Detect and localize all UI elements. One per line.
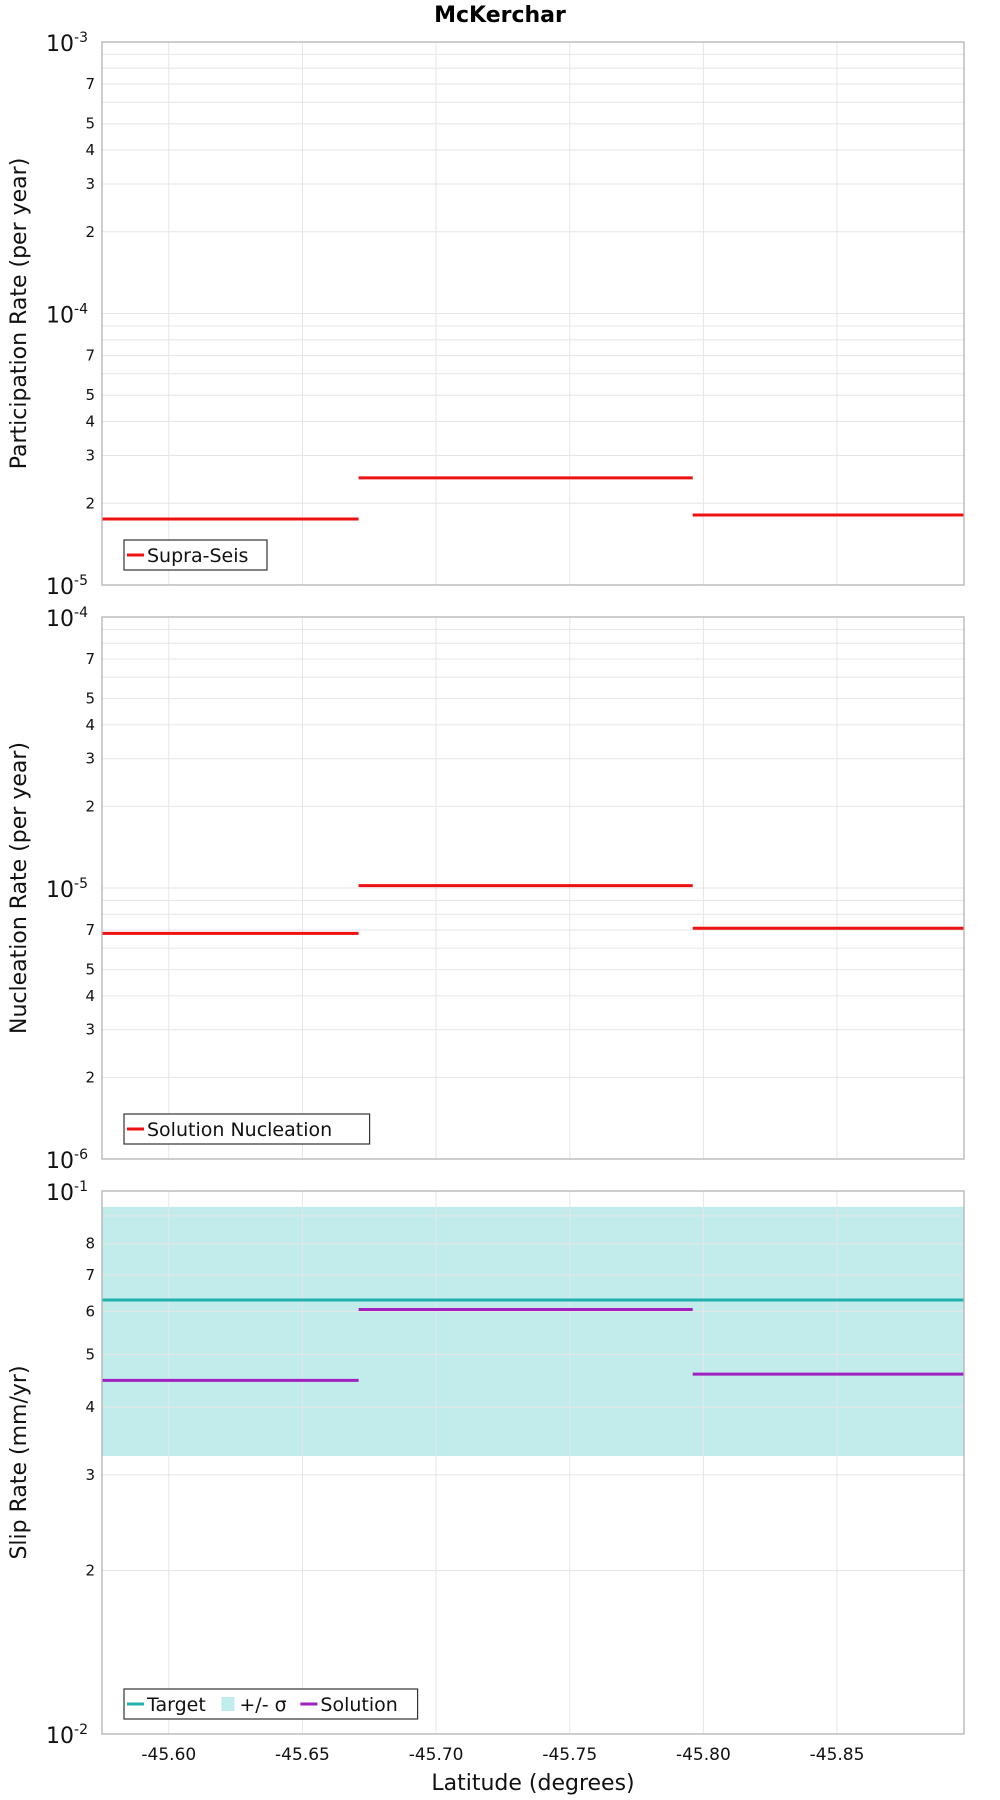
legend: Supra-Seis xyxy=(123,539,268,571)
legend-label: Solution Nucleation xyxy=(147,1119,332,1141)
sigma-band xyxy=(102,1206,964,1457)
x-tick-label: -45.60 xyxy=(141,1745,196,1765)
y-tick-label-minor: 2 xyxy=(85,1068,95,1086)
y-tick-label-minor: 4 xyxy=(85,1398,95,1416)
chart-title: McKerchar xyxy=(434,3,566,28)
y-tick-label-major: 10-6 xyxy=(46,1147,88,1174)
y-tick-label-major: 10-2 xyxy=(46,1722,88,1749)
legend-swatch xyxy=(221,1697,235,1711)
y-tick-label-minor: 5 xyxy=(85,961,95,979)
x-tick-label: -45.80 xyxy=(676,1745,731,1765)
legend: Solution Nucleation xyxy=(123,1113,371,1145)
y-tick-label-major: 10-1 xyxy=(46,1179,88,1206)
y-tick-label-minor: 7 xyxy=(85,1266,95,1284)
y-tick-label-minor: 3 xyxy=(85,446,95,464)
y-tick-label-minor: 2 xyxy=(85,1562,95,1580)
y-axis-label: Slip Rate (mm/yr) xyxy=(7,1365,32,1559)
y-axis-label: Nucleation Rate (per year) xyxy=(7,742,32,1034)
panel-slip-rate: 10-2 10-1 2 3 4 5 6 7 8 Slip Rate (mm/yr) Target +/… xyxy=(7,1179,965,1749)
legend-label: Target xyxy=(146,1694,206,1716)
y-tick-label-minor: 8 xyxy=(85,1235,95,1253)
y-tick-label-major: 10-4 xyxy=(46,302,88,329)
y-tick-label-minor: 6 xyxy=(85,1302,95,1320)
y-tick-label-minor: 5 xyxy=(85,386,95,404)
y-tick-label-minor: 4 xyxy=(85,716,95,734)
chart-panels: 10-5 10-4 10-3 2 3 4 5 7 2 3 4 5 7 Participation Rate… xyxy=(7,30,965,1749)
y-tick-label-major: 10-3 xyxy=(46,30,88,57)
y-tick-label-minor: 4 xyxy=(85,413,95,431)
plot-frame xyxy=(101,41,965,586)
y-tick-label-minor: 5 xyxy=(85,115,95,133)
y-tick-label-major: 10-4 xyxy=(46,605,88,632)
legend-box xyxy=(123,1113,371,1145)
y-tick-label-minor: 7 xyxy=(85,650,95,668)
y-tick-label-minor: 3 xyxy=(85,175,95,193)
y-tick-label-minor: 5 xyxy=(85,690,95,708)
plot-frame xyxy=(101,616,965,1160)
panel-participation: 10-5 10-4 10-3 2 3 4 5 7 2 3 4 5 7 Participation Rate… xyxy=(7,30,965,600)
y-tick-label-minor: 3 xyxy=(85,750,95,768)
legend-box xyxy=(123,1688,419,1720)
x-tick-label: -45.75 xyxy=(542,1745,597,1765)
legend: Target +/- σ Solution xyxy=(123,1688,419,1720)
plot-frame xyxy=(101,1190,965,1735)
y-tick-label-minor: 2 xyxy=(85,797,95,815)
y-tick-label-major: 10-5 xyxy=(46,876,88,903)
y-tick-label-minor: 5 xyxy=(85,1345,95,1363)
y-tick-label-minor: 7 xyxy=(85,75,95,93)
y-tick-label-minor: 3 xyxy=(85,1021,95,1039)
y-axis-label: Participation Rate (per year) xyxy=(7,158,32,470)
x-tick-label: -45.65 xyxy=(275,1745,330,1765)
panel-nucleation: 10-6 10-5 10-4 2 3 4 5 7 2 3 4 5 7 Nucleation Rate (p… xyxy=(7,605,965,1174)
legend-label: +/- σ xyxy=(239,1694,286,1716)
y-tick-label-minor: 2 xyxy=(85,494,95,512)
legend-label: Supra-Seis xyxy=(147,545,248,567)
legend-label: Solution xyxy=(320,1694,397,1716)
y-tick-label-major: 10-5 xyxy=(46,573,88,600)
x-tick-label: -45.70 xyxy=(409,1745,464,1765)
x-axis-label: Latitude (degrees) xyxy=(431,1771,634,1796)
y-tick-label-minor: 4 xyxy=(85,141,95,159)
y-tick-label-minor: 4 xyxy=(85,987,95,1005)
x-tick-label: -45.85 xyxy=(810,1745,865,1765)
y-tick-label-minor: 7 xyxy=(85,921,95,939)
y-tick-label-minor: 2 xyxy=(85,223,95,241)
y-tick-label-minor: 7 xyxy=(85,347,95,365)
legend-box xyxy=(123,539,268,571)
x-axis: -45.60 -45.65 -45.70 -45.75 -45.80 -45.85 xyxy=(141,1745,864,1765)
y-tick-label-minor: 3 xyxy=(85,1466,95,1484)
